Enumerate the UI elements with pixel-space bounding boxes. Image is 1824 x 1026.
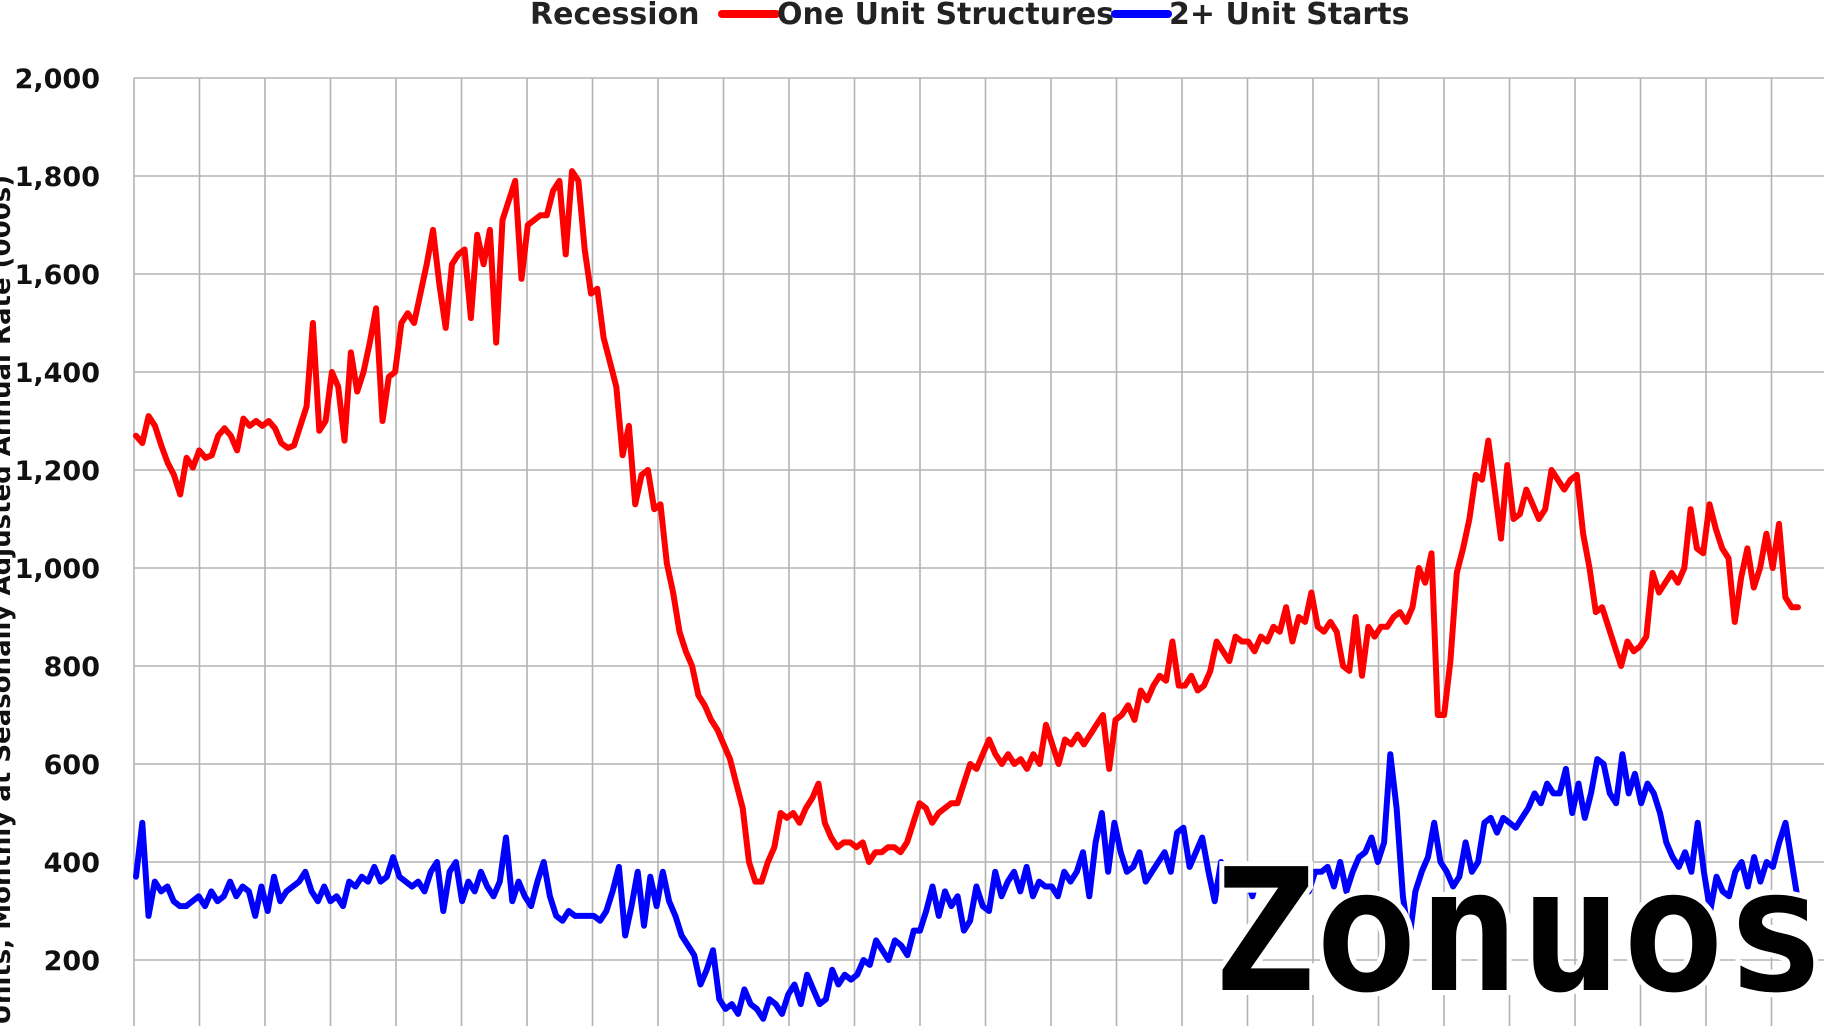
y-tick-label: 1,600 — [15, 260, 100, 291]
y-axis-title: Units, Monthly at Seasonally Adjusted An… — [0, 175, 17, 1025]
legend-label-one-unit: One Unit Structures — [777, 0, 1114, 32]
watermark: Zonuos — [1213, 833, 1824, 1026]
legend-label-multi-unit: 2+ Unit Starts — [1169, 0, 1409, 32]
y-axis-tick-labels: 200 400 600 800 1,000 1,200 1,400 1,600 1,800 2,0… — [15, 64, 100, 977]
y-tick-label: 1,200 — [15, 456, 100, 487]
y-tick-label: 1,000 — [15, 554, 100, 585]
series-line-multi-unit — [133, 751, 1801, 1022]
y-tick-label: 2,000 — [15, 64, 100, 95]
y-tick-label: 800 — [44, 652, 100, 683]
legend: Recession One Unit Structures 2+ Unit St… — [530, 0, 1409, 32]
legend-label-recession: Recession — [530, 0, 700, 32]
y-tick-label: 600 — [44, 750, 100, 781]
series-line-one-unit — [133, 168, 1801, 885]
series-layer — [133, 168, 1801, 1022]
y-tick-label: 200 — [44, 946, 100, 977]
y-tick-label: 1,400 — [15, 358, 100, 389]
horizontal-gridlines — [134, 77, 1824, 961]
y-tick-label: 400 — [44, 848, 100, 879]
y-tick-label: 1,800 — [15, 162, 100, 193]
